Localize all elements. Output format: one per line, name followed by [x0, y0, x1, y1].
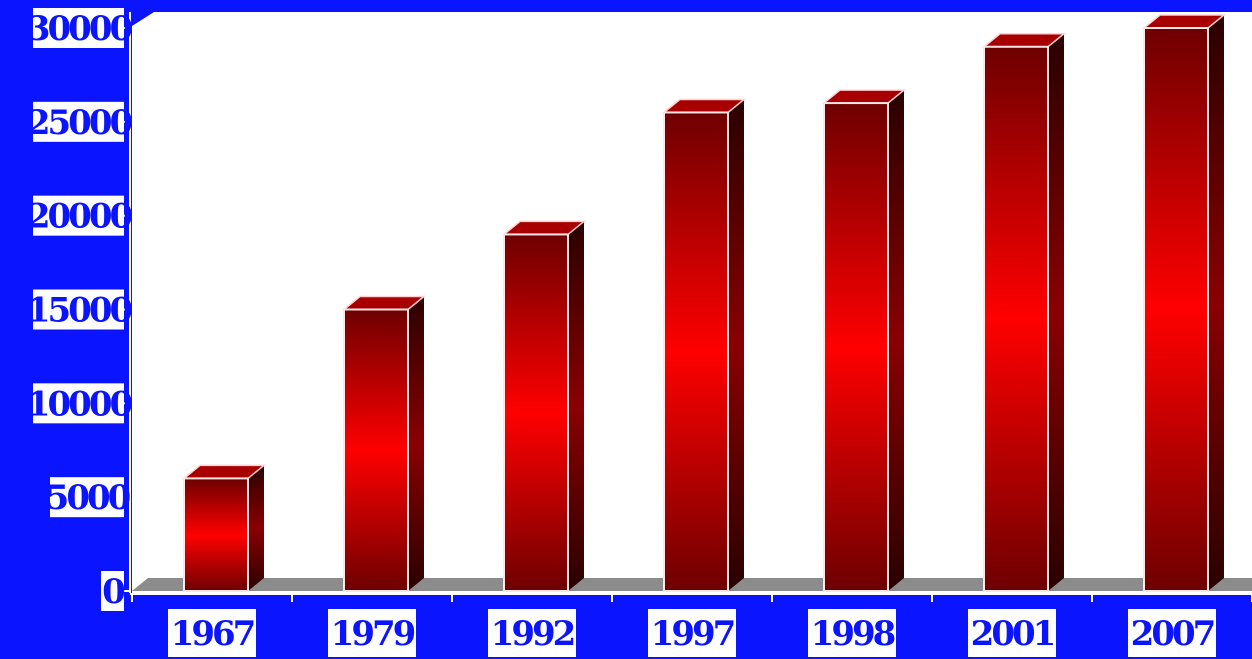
bar-side [248, 465, 264, 591]
bar-1998 [821, 89, 907, 592]
label-box [648, 609, 736, 657]
bar-front [1143, 27, 1209, 592]
bar-front [503, 233, 569, 593]
bar-1997 [661, 98, 747, 592]
bar-side [1048, 33, 1064, 592]
bar-1967 [181, 464, 267, 592]
x-tick-label-1967: 1967 [168, 609, 257, 657]
bar-front [663, 111, 729, 592]
label-text: 15000 [27, 291, 133, 331]
label-box [808, 609, 896, 657]
label-text: 1967 [171, 614, 254, 654]
y-tick-label-15000: 15000 [27, 289, 135, 331]
label-text: 2001 [971, 614, 1054, 654]
x-tick-label-2001: 2001 [968, 609, 1057, 657]
label-box [968, 609, 1056, 657]
label-box [1128, 609, 1216, 657]
label-text: 1997 [651, 614, 734, 654]
label-box [33, 289, 124, 330]
label-box [50, 477, 124, 518]
bar-front [983, 45, 1049, 593]
label-box [488, 609, 576, 657]
x-tick-label-2007: 2007 [1128, 609, 1217, 657]
label-text: 1979 [331, 614, 415, 654]
bar-2007 [1141, 14, 1227, 592]
x-tick-label-1997: 1997 [648, 609, 737, 657]
bar-1979 [341, 295, 427, 592]
bar-2001 [981, 33, 1067, 593]
x-tick-label-1998: 1998 [808, 609, 898, 657]
x-tick-label-1979: 1979 [328, 609, 418, 657]
y-tick-label-30000: 30000 [27, 8, 135, 49]
bar-front [343, 308, 409, 592]
label-text: 20000 [27, 197, 133, 237]
y-axis: 0 5000 10000 15000 20000 25000 30000 [27, 8, 135, 612]
label-box [33, 383, 124, 424]
label-box [33, 195, 124, 236]
label-text: 5000 [46, 478, 131, 518]
label-box [328, 609, 416, 657]
x-tick-label-1992: 1992 [488, 609, 577, 657]
y-tick-label-5000: 5000 [46, 477, 134, 518]
label-text: 30000 [27, 9, 133, 49]
bar-side [888, 90, 904, 592]
label-text: 25000 [27, 103, 133, 143]
label-box [33, 8, 124, 48]
y-tick-label-0: 0 [101, 571, 128, 612]
y-tick-label-25000: 25000 [27, 101, 135, 143]
label-text: 10000 [27, 384, 133, 424]
bar-side [408, 296, 424, 591]
label-box [168, 609, 256, 657]
label-text: 1992 [491, 614, 574, 654]
bar-side [1208, 15, 1224, 591]
bar-side [728, 99, 744, 591]
bar-1992 [501, 220, 587, 593]
y-tick-label-20000: 20000 [27, 195, 135, 237]
label-text: 0 [102, 572, 125, 612]
label-box [101, 571, 124, 611]
x-axis: 1967 1979 1992 1997 1998 2001 2007 [130, 593, 1252, 657]
bar-front [823, 102, 889, 592]
label-box [33, 101, 124, 142]
label-text: 2007 [1131, 614, 1214, 654]
bar-side [568, 221, 584, 591]
y-tick-label-10000: 10000 [27, 383, 135, 424]
label-text: 1998 [811, 614, 895, 654]
bars [181, 14, 1227, 593]
bar-front [183, 477, 249, 592]
